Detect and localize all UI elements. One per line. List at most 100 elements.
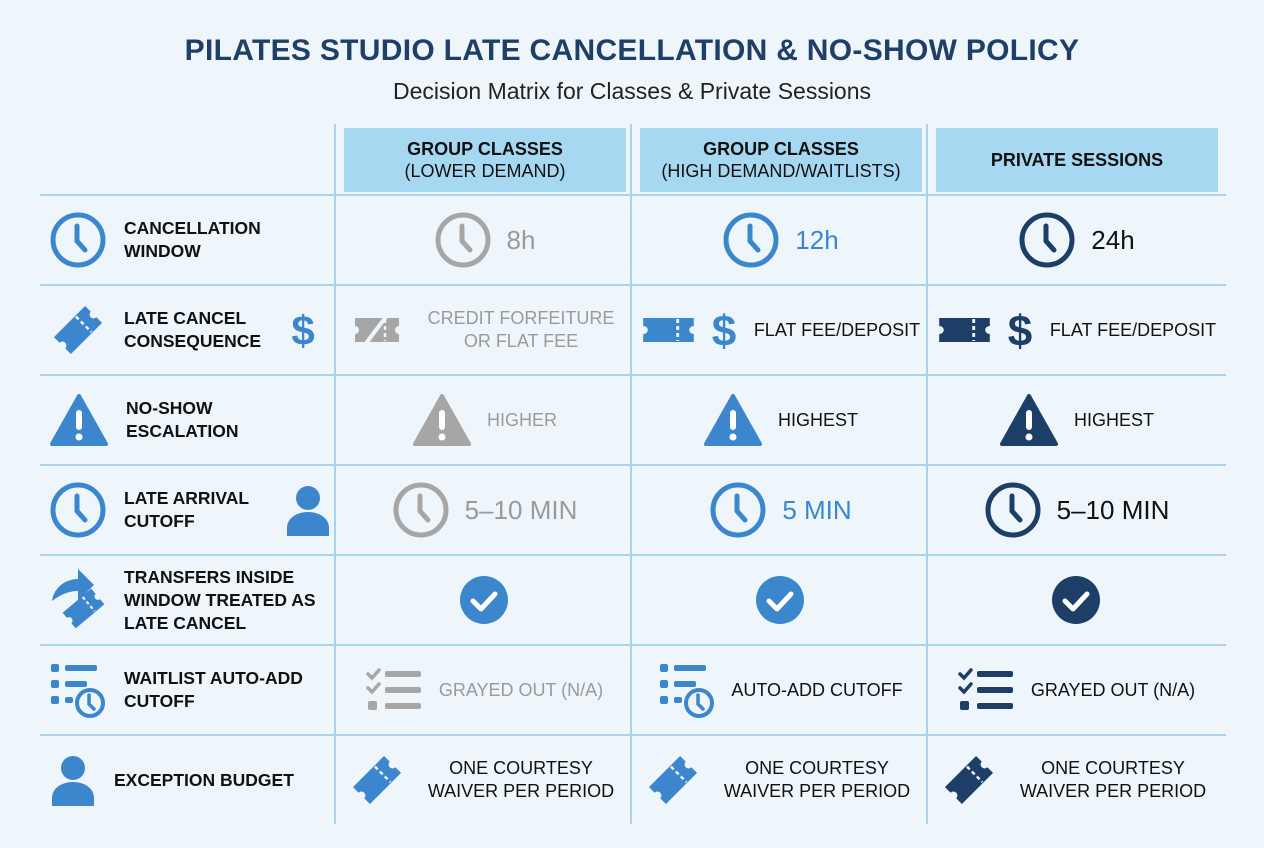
matrix-cell — [632, 556, 928, 644]
row-label-text: Late Cancel Consequence — [124, 308, 262, 351]
cell-value: 8h — [506, 224, 536, 255]
matrix-row: Late Arrival Cutoff 5–10 MIN 5 MIN 5–10 MIN — [40, 464, 1226, 554]
clock-icon — [708, 480, 768, 540]
matrix-cell — [336, 556, 632, 644]
matrix-cell: HIGHER — [336, 376, 632, 464]
column-header-title: GROUP CLASSES — [703, 139, 859, 159]
warning-icon — [411, 390, 473, 450]
list-clock-icon — [48, 660, 108, 720]
matrix-row: Late Cancel Consequence $ CREDIT FORFEITUR… — [40, 284, 1226, 374]
column-header: GROUP CLASSES (HIGH DEMAND/WAITLISTS) — [640, 128, 922, 192]
row-label: Late Cancel Consequence $ — [48, 286, 333, 374]
checklist-icon — [365, 665, 425, 715]
column-header: PRIVATE SESSIONS — [936, 128, 1218, 192]
checklist-icon — [957, 665, 1017, 715]
matrix-cell: GRAYED OUT (N/A) — [928, 646, 1224, 734]
row-label: Late Arrival Cutoff — [48, 466, 333, 554]
matrix-cell: $ FLAT FEE/DEPOSIT — [632, 286, 928, 374]
cell-value: 5 MIN — [782, 494, 852, 525]
cell-value: GRAYED OUT (N/A) — [438, 679, 604, 700]
row-label-text: Waitlist Auto-Add Cutoff — [124, 668, 303, 711]
row-label-text: Cancellation Window — [124, 218, 261, 261]
column-header: GROUP CLASSES (LOWER DEMAND) — [344, 128, 626, 192]
row-label: Exception Budget — [48, 736, 333, 824]
list-clock-icon — [657, 660, 717, 720]
cell-value: HIGHEST — [777, 409, 858, 430]
matrix-cell: ONE COURTESY WAIVER PER PERIOD — [336, 736, 632, 824]
column-divider — [334, 124, 336, 824]
matrix-cell: 12h — [632, 196, 928, 284]
row-label: Cancellation Window — [48, 196, 333, 284]
column-divider — [630, 124, 632, 824]
row-label-text: Transfers Inside Window Treated As Late … — [124, 566, 316, 633]
matrix-cell: 24h — [928, 196, 1224, 284]
matrix-cell: HIGHEST — [928, 376, 1224, 464]
warning-icon — [702, 390, 764, 450]
matrix-row: Cancellation Window 8h 12h 24h — [40, 194, 1226, 284]
column-header-title: PRIVATE SESSIONS — [990, 150, 1164, 170]
cell-value: HIGHEST — [1073, 409, 1154, 430]
matrix-cell: CREDIT FORFEITURE OR FLAT FEE — [336, 286, 632, 374]
matrix-cell — [928, 556, 1224, 644]
ticket-icon — [939, 750, 999, 810]
clock-icon — [721, 210, 781, 270]
cell-value: 24h — [1091, 224, 1135, 255]
cell-value: ONE COURTESY WAIVER PER PERIOD — [1019, 758, 1207, 801]
row-label: Transfers Inside Window Treated As Late … — [48, 556, 333, 644]
clock-icon — [983, 480, 1043, 540]
svg-text:$: $ — [712, 307, 736, 356]
crossed-ticket-icon — [347, 300, 407, 360]
matrix-cell: GRAYED OUT (N/A) — [336, 646, 632, 734]
column-header-title: GROUP CLASSES — [407, 139, 563, 159]
matrix-cell: $ FLAT FEE/DEPOSIT — [928, 286, 1224, 374]
matrix-cell: 5–10 MIN — [336, 466, 632, 554]
svg-text:$: $ — [291, 307, 314, 354]
matrix-row: Transfers Inside Window Treated As Late … — [40, 554, 1226, 644]
row-label-text: No-Show Escalation — [126, 398, 239, 441]
page-title: PILATES STUDIO LATE CANCELLATION & NO-SH… — [184, 34, 1080, 67]
row-label: Waitlist Auto-Add Cutoff — [48, 646, 333, 734]
ticket-icon — [48, 300, 108, 360]
clock-icon — [48, 210, 108, 270]
check-circle-icon — [458, 574, 510, 626]
matrix-cell: ONE COURTESY WAIVER PER PERIOD — [928, 736, 1224, 824]
warning-icon — [998, 390, 1060, 450]
cell-value: AUTO-ADD CUTOFF — [731, 679, 903, 700]
cell-value: 5–10 MIN — [1056, 494, 1170, 525]
matrix-cell: 5 MIN — [632, 466, 928, 554]
clock-icon — [433, 210, 493, 270]
ticket-icon — [347, 750, 407, 810]
check-circle-icon — [754, 574, 806, 626]
cell-value: GRAYED OUT (N/A) — [1030, 679, 1196, 700]
matrix-row: No-Show Escalation HIGHER HIGHEST HIGHEST — [40, 374, 1226, 464]
dollar-icon: $ — [288, 305, 318, 355]
matrix-cell: AUTO-ADD CUTOFF — [632, 646, 928, 734]
transfer-ticket-icon — [48, 565, 108, 635]
ticket-dollar-icon: $ — [640, 300, 740, 360]
matrix-row: Exception Budget ONE COURTESY WAIVER PER … — [40, 734, 1226, 824]
page-subtitle: Decision Matrix for Classes & Private Se… — [392, 78, 872, 104]
cell-value: ONE COURTESY WAIVER PER PERIOD — [723, 758, 911, 801]
matrix-cell: 8h — [336, 196, 632, 284]
matrix-cell: 5–10 MIN — [928, 466, 1224, 554]
check-circle-icon — [1050, 574, 1102, 626]
column-header-subtitle: (LOWER DEMAND) — [404, 161, 566, 181]
cell-value: 5–10 MIN — [464, 494, 578, 525]
person-icon — [48, 752, 98, 808]
row-label-text: Exception Budget — [114, 769, 294, 790]
row-label-text: Late Arrival Cutoff — [124, 488, 249, 531]
row-label: No-Show Escalation — [48, 376, 333, 464]
cell-value: FLAT FEE/DEPOSIT — [1049, 319, 1217, 340]
person-icon — [283, 482, 333, 538]
warning-icon — [48, 390, 110, 450]
column-divider — [926, 124, 928, 824]
matrix-cell: HIGHEST — [632, 376, 928, 464]
cell-value: FLAT FEE/DEPOSIT — [753, 319, 921, 340]
cell-value: 12h — [795, 224, 839, 255]
clock-icon — [48, 480, 108, 540]
clock-icon — [1017, 210, 1077, 270]
matrix-cell: ONE COURTESY WAIVER PER PERIOD — [632, 736, 928, 824]
ticket-icon — [643, 750, 703, 810]
cell-value: HIGHER — [486, 409, 557, 430]
clock-icon — [391, 480, 451, 540]
